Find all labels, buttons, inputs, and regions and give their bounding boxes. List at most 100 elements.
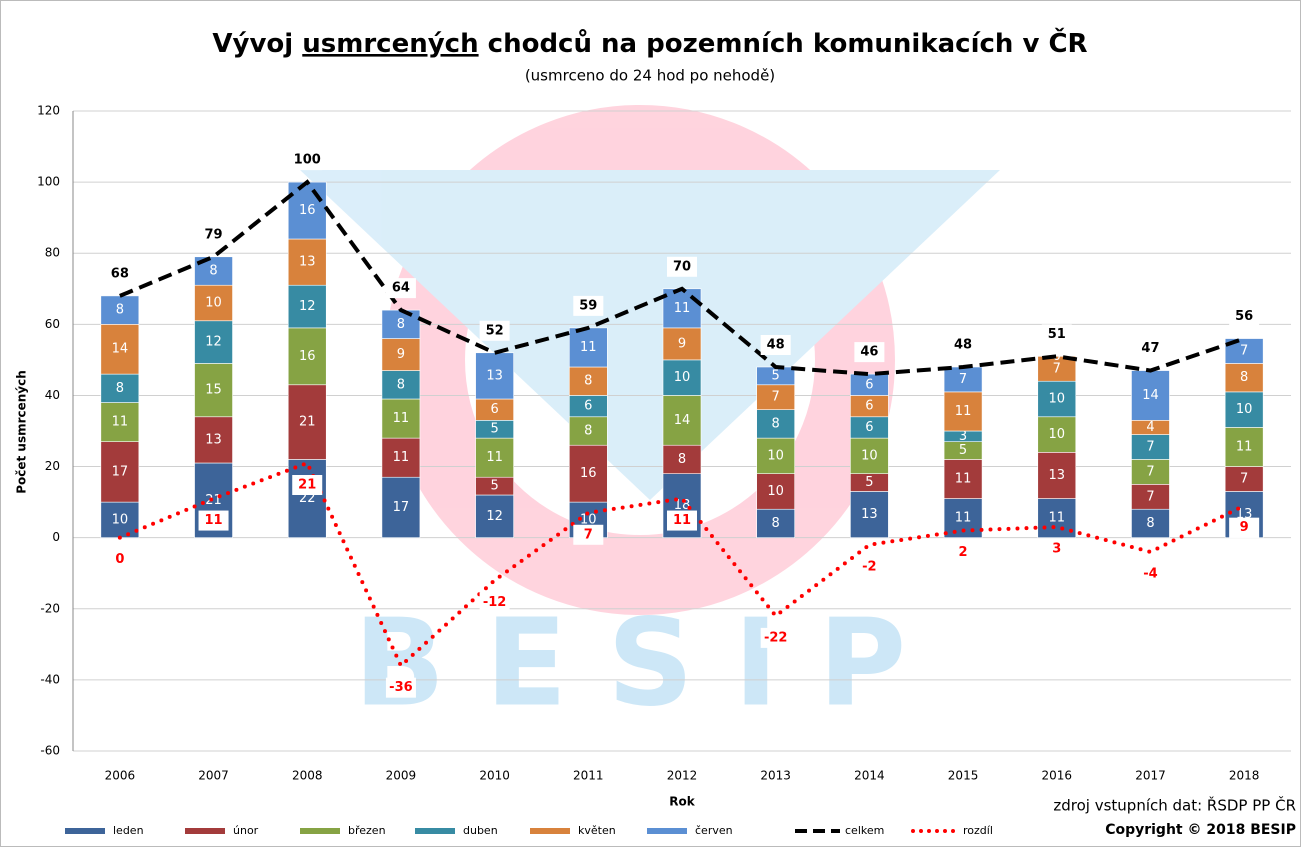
data-label: 56: [1235, 309, 1253, 324]
data-label: 5: [490, 422, 498, 437]
bar-segment: [194, 363, 233, 418]
data-label: 79: [204, 227, 222, 242]
legend-label: duben: [463, 824, 498, 837]
y-tick-label: 40: [45, 388, 60, 402]
data-label: 10: [674, 370, 691, 385]
data-label-bg: [198, 224, 229, 245]
bar-segment: [569, 444, 608, 503]
bar-segment: [850, 437, 889, 474]
legend-swatch: [647, 828, 687, 834]
bar-segment: [287, 238, 327, 286]
data-label: 13: [861, 507, 878, 522]
bar-segment: [475, 437, 514, 478]
data-label: 9: [397, 347, 405, 362]
bar-segment: [569, 327, 608, 368]
bar-segment: [100, 441, 140, 503]
legend-swatch: [300, 828, 340, 834]
x-axis-label: Rok: [669, 795, 695, 809]
data-label: 13: [299, 255, 316, 270]
data-label-bg: [1135, 563, 1166, 584]
data-label: 14: [674, 413, 691, 428]
bar-segment: [756, 437, 795, 474]
x-tick-label: 2015: [948, 769, 979, 783]
data-label: 7: [1146, 464, 1154, 479]
y-tick-label: 0: [52, 530, 60, 544]
data-label: -2: [862, 559, 876, 574]
data-label: 10: [1048, 427, 1065, 442]
data-label: 51: [1048, 327, 1066, 342]
data-label: 8: [584, 424, 592, 439]
data-label-bg: [573, 295, 604, 316]
data-label: 5: [772, 368, 780, 383]
data-label: 8: [678, 452, 686, 467]
data-label-bg: [1229, 517, 1260, 538]
data-label: 11: [1236, 440, 1253, 455]
x-tick-label: 2010: [479, 769, 510, 783]
data-label: 11: [112, 415, 129, 430]
data-label: 11: [955, 404, 972, 419]
bar-segment: [850, 373, 889, 396]
data-label: 5: [865, 475, 873, 490]
data-label: 48: [767, 338, 785, 353]
bar-segment: [1224, 363, 1264, 393]
data-label-bg: [667, 256, 697, 277]
legend-swatch: [65, 828, 105, 834]
x-tick-label: 2006: [105, 769, 136, 783]
y-tick-label: 60: [45, 317, 60, 331]
data-label: 11: [393, 450, 410, 465]
x-tick-label: 2012: [667, 769, 698, 783]
data-label: 8: [116, 303, 124, 318]
data-label: 14: [112, 342, 129, 357]
data-label: 7: [1146, 489, 1154, 504]
data-label-bg: [1135, 338, 1166, 359]
data-label: 11: [204, 513, 222, 528]
x-tick-label: 2018: [1229, 769, 1260, 783]
bar-segment: [287, 459, 327, 538]
bar-segment: [662, 395, 702, 446]
data-label: 21: [298, 478, 316, 493]
y-tick-label: -40: [40, 672, 60, 686]
data-label: 14: [1142, 388, 1159, 403]
data-label: 8: [397, 317, 405, 332]
data-label: 21: [299, 415, 316, 430]
legend-label: červen: [695, 824, 733, 837]
bar-segment: [569, 366, 608, 396]
data-label: 8: [1146, 516, 1154, 531]
data-label: 11: [955, 511, 972, 526]
data-label: 9: [1240, 520, 1249, 535]
data-label: 9: [678, 336, 686, 351]
data-label: 64: [392, 281, 410, 296]
bar-segment: [756, 384, 795, 410]
data-label-bg: [760, 335, 791, 355]
data-label: 6: [865, 420, 873, 435]
data-label-bg: [760, 627, 791, 648]
data-label: 10: [580, 512, 597, 527]
bar-segment: [1224, 391, 1264, 428]
x-tick-label: 2007: [198, 769, 229, 783]
data-label: 8: [1240, 370, 1248, 385]
data-label: 10: [767, 484, 784, 499]
x-tick-label: 2008: [292, 769, 323, 783]
legend-label: celkem: [845, 824, 884, 837]
data-label: 7: [1240, 472, 1248, 487]
bar-segment: [194, 416, 233, 464]
data-label: 7: [1240, 344, 1248, 359]
data-label: 12: [299, 299, 316, 314]
data-label: 4: [1146, 420, 1154, 435]
bar-segment: [100, 373, 140, 403]
x-tick-label: 2016: [1041, 769, 1072, 783]
bar-segment: [662, 327, 702, 361]
bar-segment: [1224, 427, 1264, 467]
bar-segment: [1131, 434, 1170, 460]
bar-segment: [1037, 356, 1077, 382]
chart-subtitle: (usmrceno do 24 hod po nehodě): [525, 67, 775, 85]
data-label-bg: [1229, 306, 1260, 327]
legend-label: březen: [348, 824, 386, 837]
x-tick-label: 2011: [573, 769, 604, 783]
bar-segment: [100, 402, 140, 442]
data-label-bg: [104, 549, 135, 570]
line: [119, 179, 1245, 377]
data-label-bg: [198, 510, 229, 531]
data-label: 11: [674, 301, 691, 316]
bar-segment: [1037, 416, 1077, 453]
